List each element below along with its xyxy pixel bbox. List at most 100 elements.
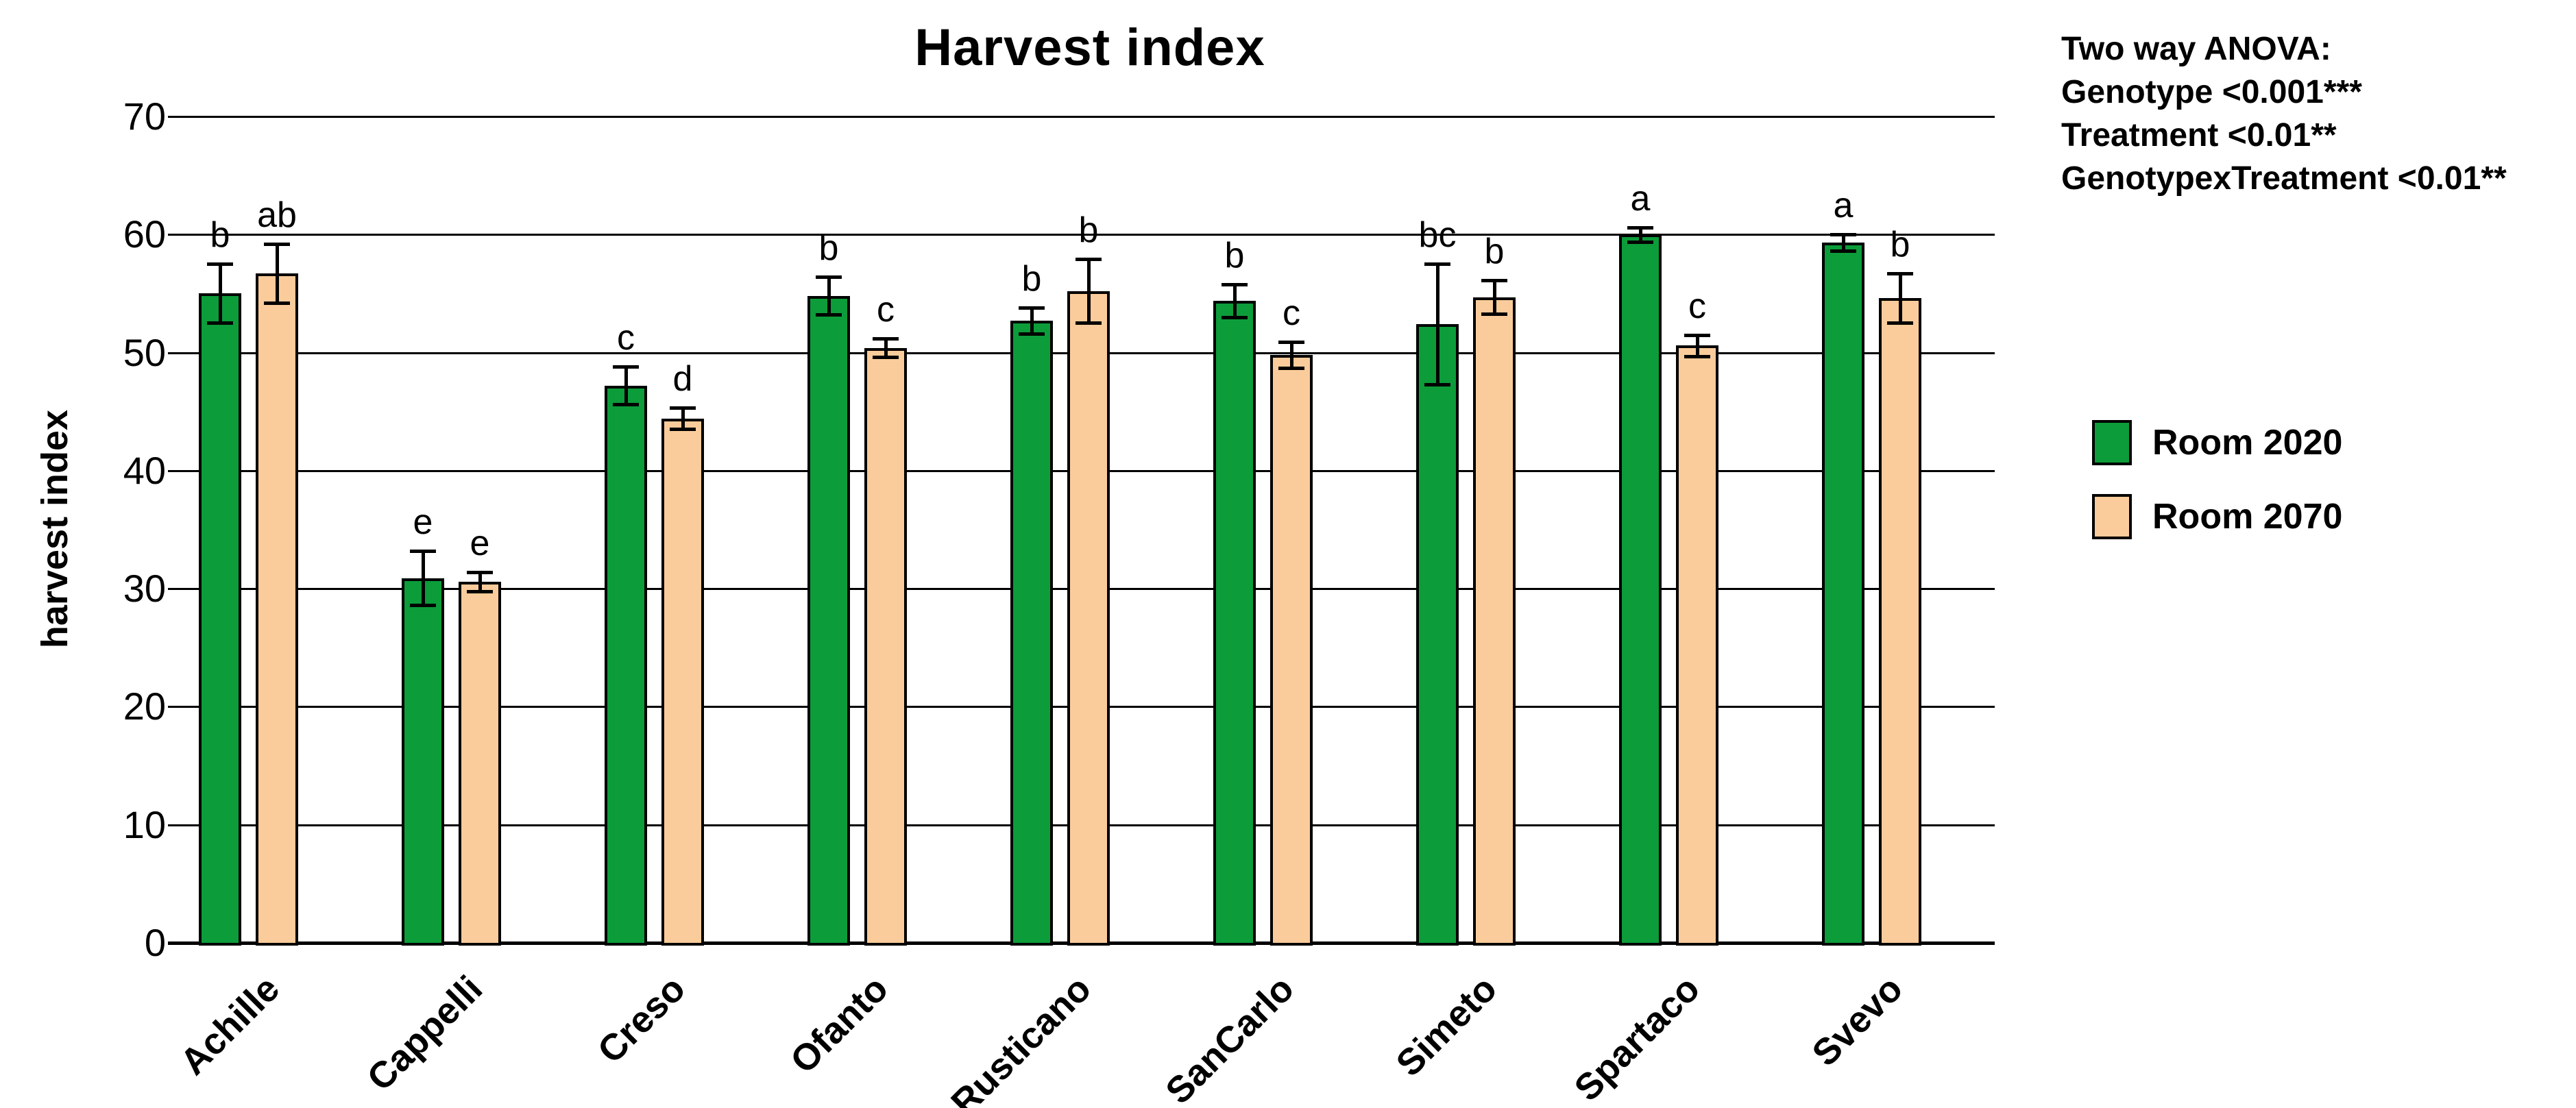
error-bar-room-2070-simeto (1493, 280, 1496, 314)
legend-swatch-room-2070 (2092, 494, 2132, 539)
xtick-rusticano: Rusticano (943, 968, 1099, 1108)
sig-letter-room-2020-creso: c (617, 318, 635, 358)
bar-room-2070-achille (256, 273, 298, 946)
error-cap-high-room-2020-rusticano (1019, 306, 1045, 310)
bar-room-2070-ofanto (864, 348, 907, 946)
sig-letter-room-2020-rusticano: b (1021, 259, 1042, 299)
error-bar-room-2070-svevo (1899, 273, 1902, 323)
error-cap-low-room-2070-spartaco (1684, 355, 1710, 358)
sig-letter-room-2070-simeto: b (1484, 232, 1505, 271)
bar-room-2070-cappelli (459, 582, 501, 946)
bar-room-2070-svevo (1879, 298, 1921, 946)
xtick-spartaco: Spartaco (1566, 968, 1708, 1108)
anova-line-treatment: Treatment <0.01** (2061, 117, 2337, 153)
error-cap-high-room-2070-rusticano (1076, 258, 1102, 261)
error-cap-high-room-2070-creso (670, 406, 696, 410)
bar-room-2020-cappelli (402, 578, 444, 946)
xtick-simeto: Simeto (1388, 968, 1505, 1085)
anova-line-interaction: GenotypexTreatment <0.01** (2061, 160, 2507, 197)
sig-letter-room-2070-sancarlo: c (1283, 293, 1300, 333)
error-cap-low-room-2070-achille (264, 301, 290, 305)
error-bar-room-2070-achille (276, 244, 279, 303)
bar-room-2020-creso (605, 386, 647, 946)
error-cap-high-room-2070-achille (264, 243, 290, 246)
error-cap-low-room-2070-ofanto (873, 356, 899, 359)
error-cap-high-room-2070-cappelli (467, 571, 493, 574)
xtick-svevo: Svevo (1804, 968, 1911, 1074)
sig-letter-room-2020-ofanto: b (818, 228, 839, 268)
ytick-40: 40 (123, 449, 166, 492)
error-cap-low-room-2070-creso (670, 428, 696, 431)
error-cap-high-room-2020-sancarlo (1222, 283, 1248, 286)
error-bar-room-2070-spartaco (1696, 335, 1699, 356)
xtick-cappelli: Cappelli (359, 968, 491, 1099)
error-cap-high-room-2020-achille (207, 262, 233, 266)
anova-heading: Two way ANOVA: (2061, 31, 2331, 67)
bar-room-2070-simeto (1473, 297, 1516, 946)
ytick-0: 0 (144, 921, 166, 964)
error-cap-low-room-2020-sancarlo (1222, 316, 1248, 319)
bar-room-2020-achille (199, 293, 241, 946)
bar-room-2070-rusticano (1067, 291, 1110, 946)
error-cap-high-room-2020-creso (613, 365, 639, 369)
anova-annotation: Two way ANOVA: Genotype <0.001*** Treatm… (2061, 27, 2507, 200)
error-bar-room-2020-svevo (1842, 234, 1845, 251)
legend-swatch-room-2020 (2092, 420, 2132, 465)
sig-letter-room-2020-spartaco: a (1630, 179, 1651, 219)
error-bar-room-2020-achille (219, 264, 222, 323)
error-bar-room-2070-creso (681, 408, 685, 429)
error-cap-high-room-2020-cappelli (410, 550, 436, 553)
error-cap-high-room-2070-spartaco (1684, 334, 1710, 337)
legend-item-room-2070: Room 2070 (2092, 493, 2342, 540)
ytick-10: 10 (123, 803, 166, 846)
error-bar-room-2070-rusticano (1087, 259, 1091, 323)
error-cap-high-room-2020-ofanto (816, 275, 842, 279)
gridline-60 (168, 234, 1995, 236)
ytick-30: 30 (123, 567, 166, 610)
error-cap-low-room-2020-achille (207, 321, 233, 325)
error-cap-low-room-2020-cappelli (410, 604, 436, 607)
error-bar-room-2070-sancarlo (1290, 342, 1293, 368)
legend-label-room-2070: Room 2070 (2152, 497, 2343, 537)
sig-letter-room-2020-sancarlo: b (1224, 236, 1245, 275)
error-cap-high-room-2020-simeto (1424, 262, 1450, 266)
legend-item-room-2020: Room 2020 (2092, 419, 2342, 466)
error-bar-room-2020-rusticano (1030, 308, 1034, 334)
error-cap-high-room-2070-simeto (1481, 279, 1507, 282)
sig-letter-room-2070-creso: d (672, 359, 693, 399)
error-cap-low-room-2020-creso (613, 403, 639, 406)
sig-letter-room-2020-simeto: bc (1418, 215, 1457, 255)
error-cap-low-room-2020-rusticano (1019, 332, 1045, 336)
anova-line-genotype: Genotype <0.001*** (2061, 74, 2362, 110)
error-cap-low-room-2020-svevo (1830, 249, 1856, 253)
bar-room-2020-ofanto (807, 296, 850, 946)
error-cap-low-room-2070-sancarlo (1278, 367, 1304, 370)
error-bar-room-2020-simeto (1436, 264, 1439, 384)
xtick-achille: Achille (172, 968, 288, 1083)
error-bar-room-2020-creso (624, 367, 628, 404)
xtick-ofanto: Ofanto (782, 968, 897, 1082)
bar-room-2020-spartaco (1619, 234, 1662, 946)
bar-room-2020-svevo (1822, 243, 1864, 946)
xtick-sancarlo: SanCarlo (1158, 968, 1302, 1108)
ytick-60: 60 (123, 212, 166, 256)
error-bar-room-2020-spartaco (1639, 227, 1642, 242)
error-cap-low-room-2070-svevo (1887, 321, 1913, 325)
error-bar-room-2020-ofanto (827, 277, 831, 315)
bar-room-2020-simeto (1416, 324, 1459, 946)
sig-letter-room-2070-cappelli: e (470, 524, 490, 563)
error-bar-room-2070-cappelli (478, 572, 482, 591)
error-cap-high-room-2070-ofanto (873, 337, 899, 341)
error-bar-room-2020-sancarlo (1233, 284, 1237, 317)
sig-letter-room-2070-rusticano: b (1078, 210, 1099, 250)
xtick-creso: Creso (590, 968, 694, 1072)
error-bar-room-2070-ofanto (884, 338, 888, 357)
gridline-70 (168, 116, 1995, 118)
error-cap-high-room-2020-spartaco (1627, 226, 1653, 230)
error-cap-high-room-2070-sancarlo (1278, 341, 1304, 344)
legend-label-room-2020: Room 2020 (2152, 423, 2343, 463)
error-bar-room-2020-cappelli (422, 551, 425, 605)
bar-room-2020-rusticano (1010, 321, 1053, 946)
sig-letter-room-2020-cappelli: e (413, 502, 433, 542)
